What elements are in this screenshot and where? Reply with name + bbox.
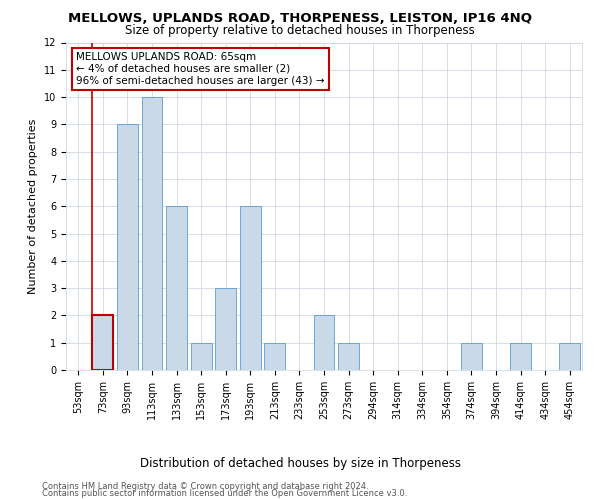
Bar bbox=[117, 124, 138, 370]
Text: MELLOWS UPLANDS ROAD: 65sqm
← 4% of detached houses are smaller (2)
96% of semi-: MELLOWS UPLANDS ROAD: 65sqm ← 4% of deta… bbox=[76, 52, 325, 86]
Bar bbox=[559, 342, 580, 370]
Bar bbox=[461, 342, 482, 370]
Bar bbox=[191, 342, 212, 370]
Y-axis label: Number of detached properties: Number of detached properties bbox=[28, 118, 38, 294]
Bar bbox=[92, 316, 113, 370]
Bar bbox=[338, 342, 359, 370]
Text: Size of property relative to detached houses in Thorpeness: Size of property relative to detached ho… bbox=[125, 24, 475, 37]
Bar bbox=[510, 342, 531, 370]
Bar bbox=[215, 288, 236, 370]
Bar bbox=[314, 316, 334, 370]
Text: Distribution of detached houses by size in Thorpeness: Distribution of detached houses by size … bbox=[139, 458, 461, 470]
Bar bbox=[142, 97, 163, 370]
Bar bbox=[166, 206, 187, 370]
Text: Contains public sector information licensed under the Open Government Licence v3: Contains public sector information licen… bbox=[42, 489, 407, 498]
Bar bbox=[240, 206, 261, 370]
Text: MELLOWS, UPLANDS ROAD, THORPENESS, LEISTON, IP16 4NQ: MELLOWS, UPLANDS ROAD, THORPENESS, LEIST… bbox=[68, 12, 532, 26]
Bar bbox=[265, 342, 286, 370]
Text: Contains HM Land Registry data © Crown copyright and database right 2024.: Contains HM Land Registry data © Crown c… bbox=[42, 482, 368, 491]
